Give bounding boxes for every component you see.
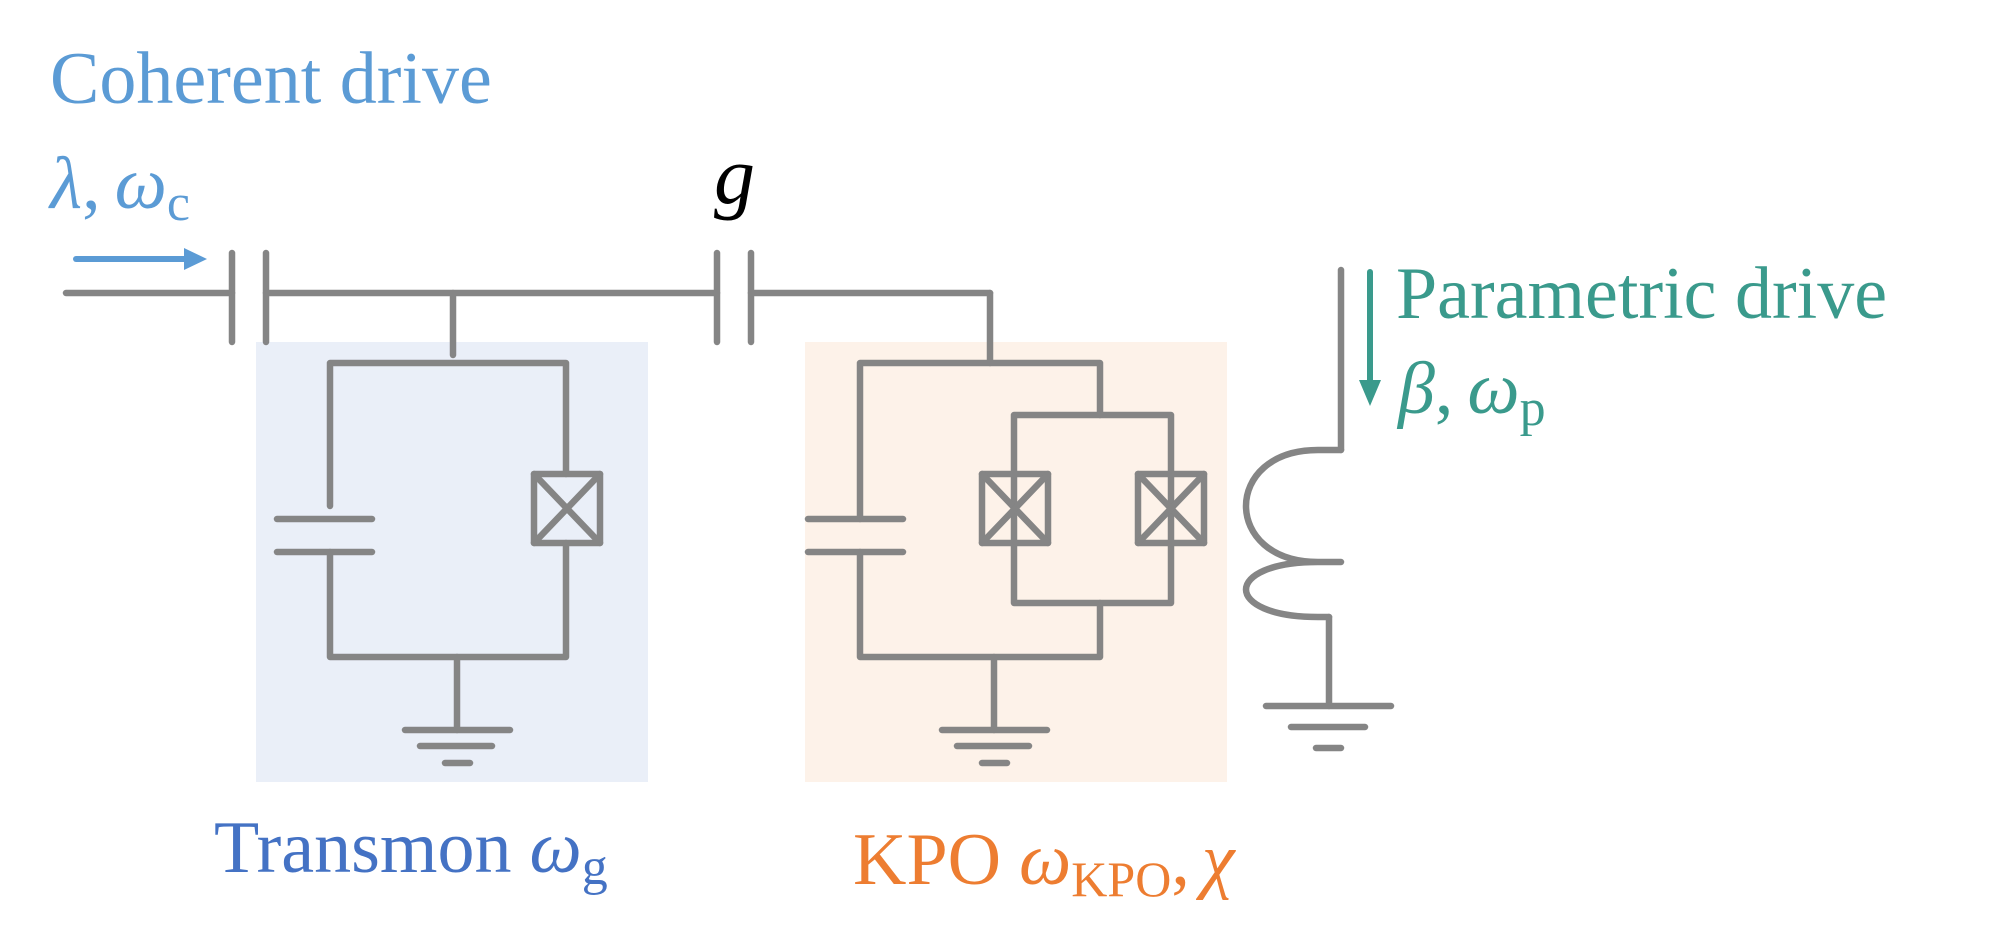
- transmon-ground-icon: [401, 726, 514, 767]
- kpo-omega-subscript: KPO: [1071, 851, 1171, 907]
- drive-capacitor: [228, 249, 270, 346]
- lambda-symbol: λ: [48, 143, 82, 225]
- coupling-capacitor: [713, 249, 755, 346]
- kpo-ground-icon: [938, 726, 1051, 767]
- coupling-label: g: [714, 130, 755, 221]
- kpo-label: KPO ωKPO, χ: [853, 819, 1237, 907]
- parametric-drive-arrow-icon: [1359, 269, 1381, 406]
- parametric-omega-symbol: ω: [1467, 348, 1519, 430]
- transmon-circuit: [273, 359, 604, 767]
- parametric-drive-title: Parametric drive: [1396, 253, 1887, 335]
- coherent-omega-subscript: c: [167, 175, 190, 232]
- coherent-separator: ,: [82, 143, 101, 225]
- kpo-omega-symbol: ω: [1019, 819, 1071, 901]
- transmon-name: Transmon: [214, 807, 511, 889]
- kpo-name: KPO: [853, 819, 1001, 901]
- inductor-ground-icon: [1262, 702, 1395, 752]
- beta-symbol: β: [1396, 348, 1435, 430]
- coherent-drive-params: λ, ωc: [48, 143, 190, 232]
- parametric-omega-subscript: p: [1520, 380, 1546, 437]
- parametric-separator: ,: [1435, 348, 1454, 430]
- kpo-circuit: [804, 359, 1208, 767]
- main-bus-wire: [262, 289, 721, 359]
- chi-symbol: χ: [1196, 819, 1237, 901]
- coherent-omega-symbol: ω: [115, 143, 167, 225]
- coherent-drive-arrow-icon: [73, 248, 207, 270]
- kpo-feed-wire: [747, 289, 994, 367]
- kpo-josephson-junction-left-icon: [978, 470, 1052, 547]
- transmon-background: [256, 342, 648, 782]
- kpo-separator: ,: [1171, 819, 1190, 901]
- transmon-josephson-junction-icon: [530, 470, 604, 547]
- transmon-omega-symbol: ω: [529, 807, 581, 889]
- coherent-drive-title: Coherent drive: [50, 38, 492, 120]
- transmon-omega-subscript: g: [582, 839, 608, 896]
- transmon-label: Transmon ωg: [214, 807, 608, 896]
- parametric-inductor: [1242, 266, 1395, 752]
- kpo-josephson-junction-right-icon: [1134, 470, 1208, 547]
- parametric-drive-params: β, ωp: [1396, 348, 1546, 437]
